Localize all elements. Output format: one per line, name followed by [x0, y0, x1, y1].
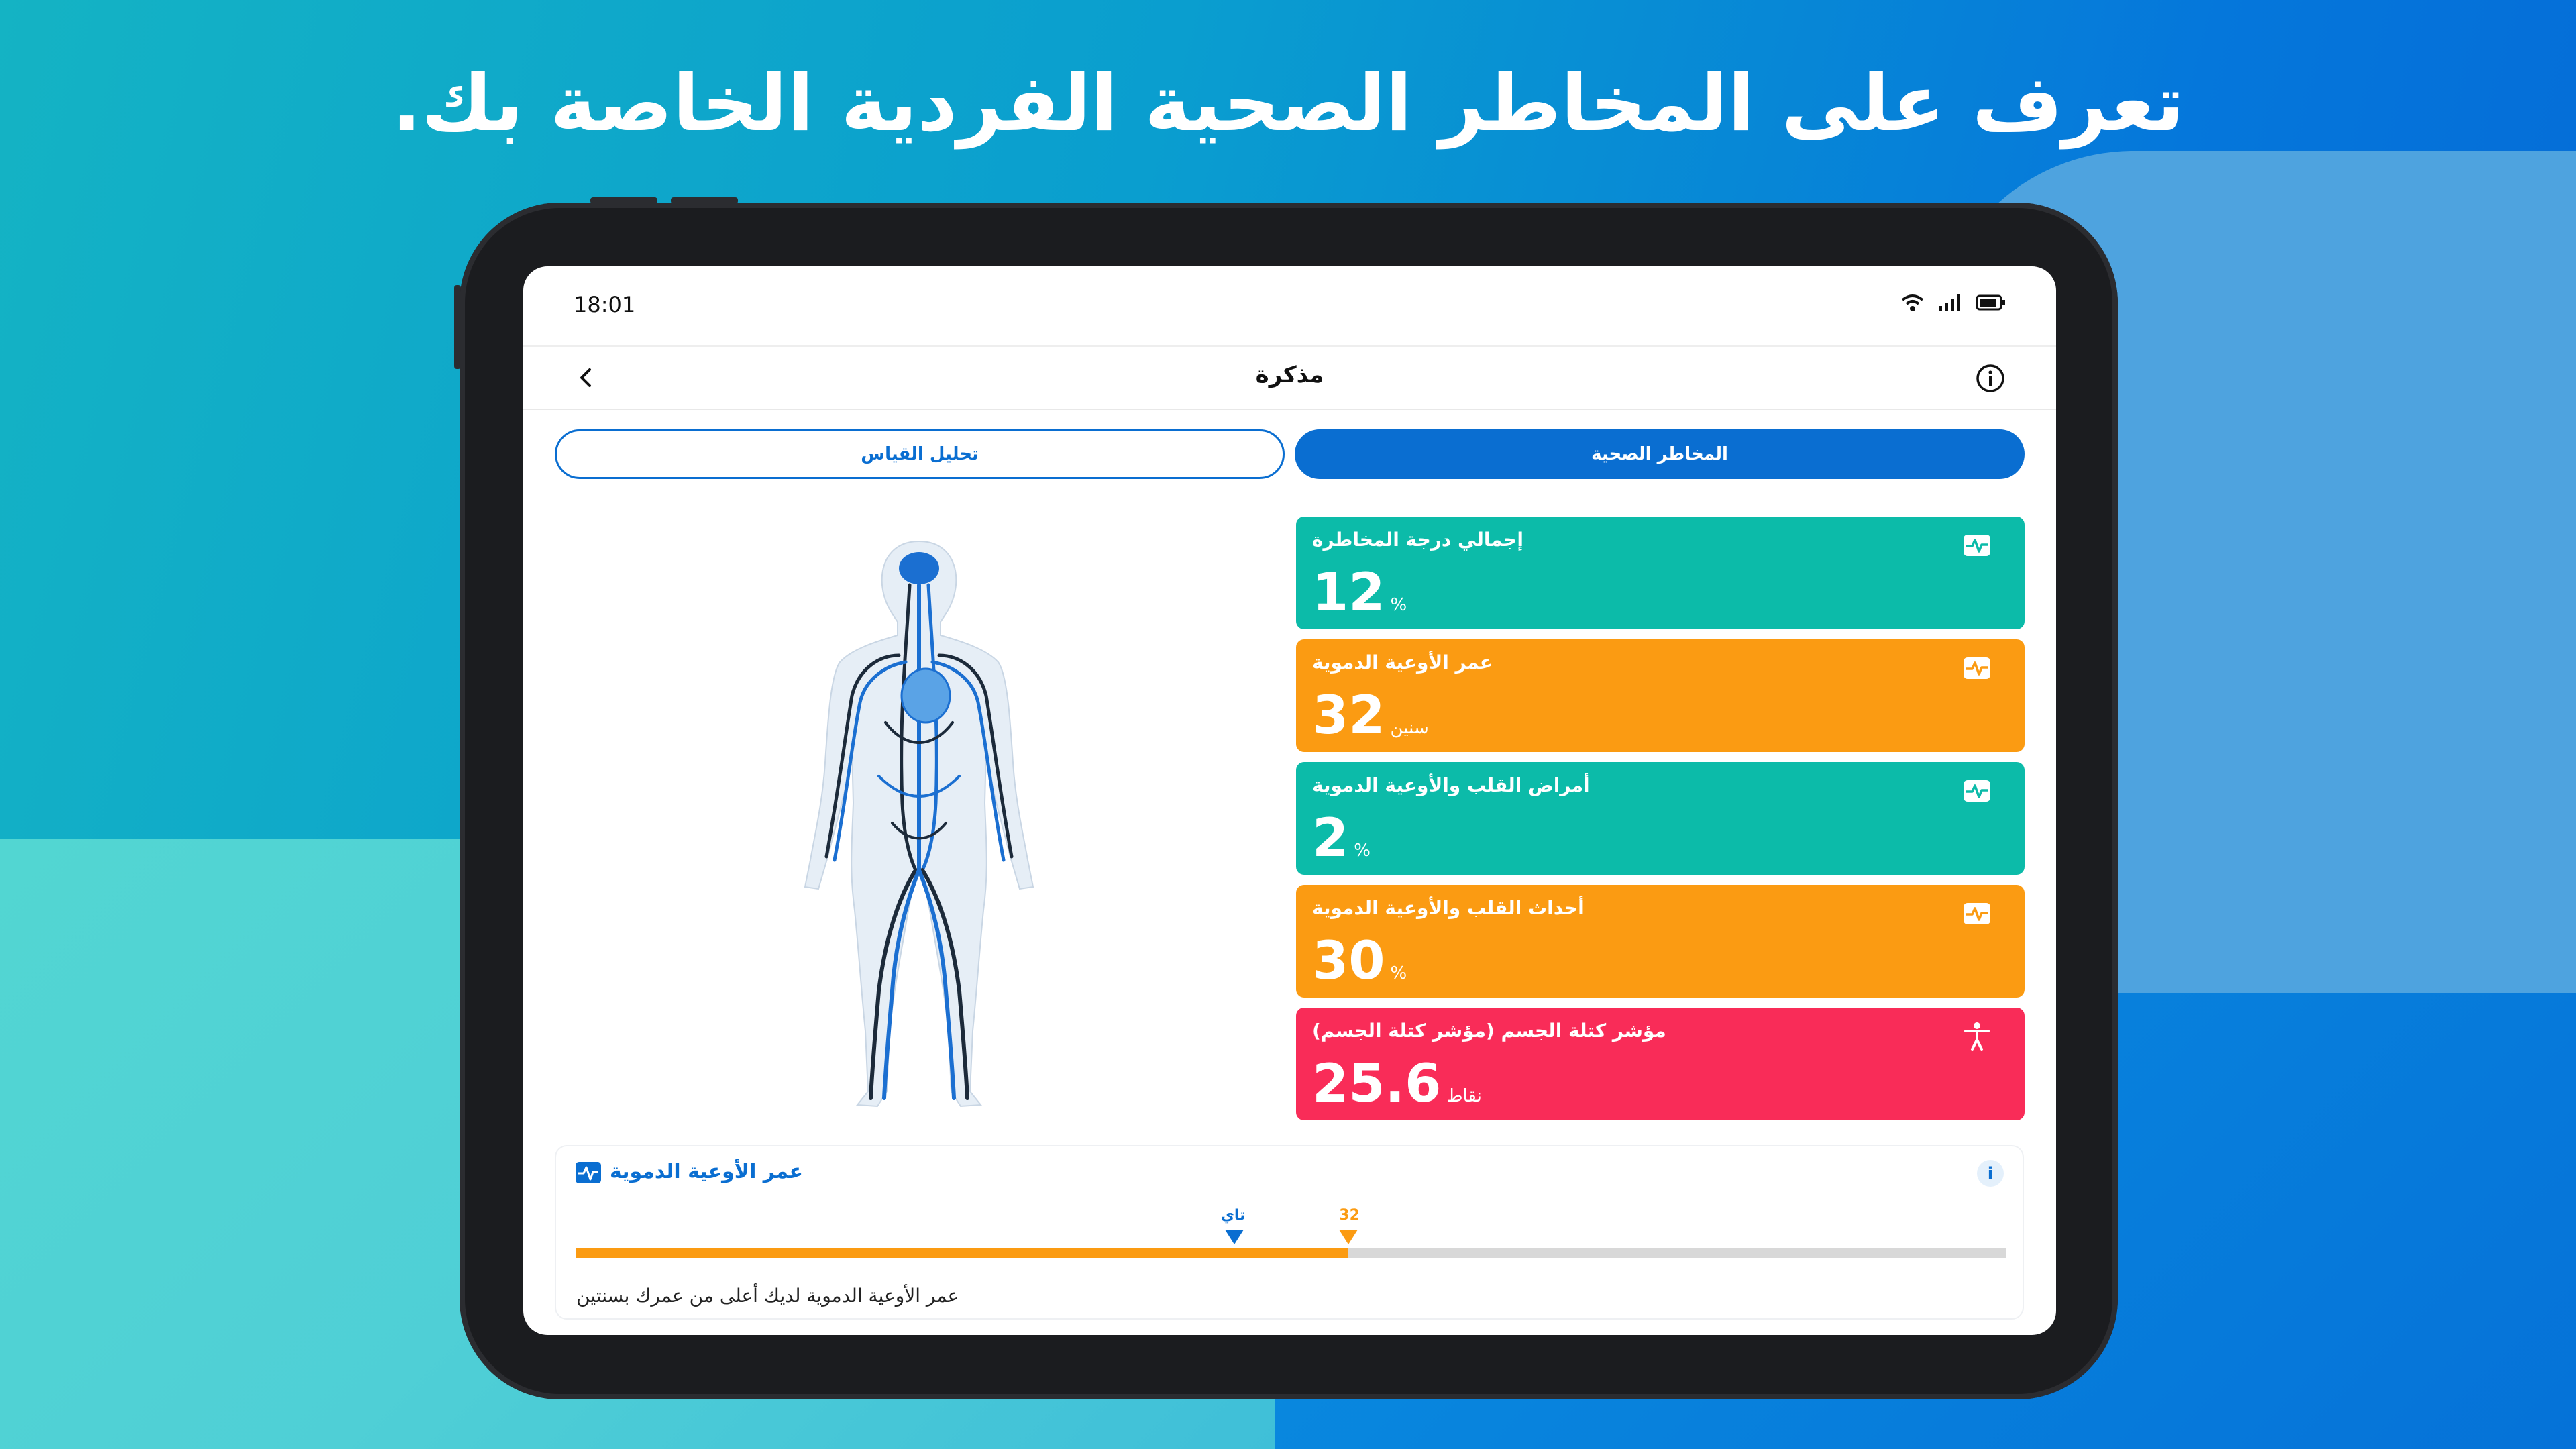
risk-card-total-score[interactable]: إجمالي درجة المخاطرة 12%: [1296, 517, 2025, 629]
status-time: 18:01: [574, 292, 636, 317]
card-title: أحداث القلب والأوعية الدموية: [1312, 897, 1585, 919]
card-title: إجمالي درجة المخاطرة: [1312, 529, 1523, 551]
card-unit: %: [1390, 595, 1407, 615]
tab-health-risks[interactable]: المخاطر الصحية: [1295, 429, 2025, 479]
heartbeat-icon: [1964, 657, 1990, 679]
card-value: 12%: [1312, 563, 1407, 623]
vascular-age-marker: [1339, 1230, 1358, 1244]
card-title: مؤشر كتلة الجسم (مؤشر كتلة الجسم): [1312, 1020, 1666, 1042]
marker-vascular-age-label: 32: [1339, 1207, 1360, 1224]
heartbeat-icon: [1964, 535, 1990, 556]
heartbeat-icon: [1964, 903, 1990, 924]
app-navbar: مذكرة: [523, 345, 2056, 410]
battery-icon: [1976, 294, 2005, 311]
wifi-icon: [1901, 294, 1924, 311]
person-icon: [1964, 1022, 1990, 1051]
card-title: عمر الأوعية الدموية: [1312, 651, 1493, 674]
card-value: 32 سنين: [1312, 686, 1429, 746]
back-chevron-icon[interactable]: [574, 364, 600, 391]
vascular-age-progress-track: [576, 1248, 2006, 1258]
card-value: 25.6 نقاط: [1312, 1054, 1482, 1114]
info-icon[interactable]: [1975, 363, 2006, 394]
detail-title: عمر الأوعية الدموية: [610, 1160, 804, 1183]
heartbeat-icon: [1964, 780, 1990, 802]
status-icons: [1901, 293, 2006, 312]
risk-card-cardiovascular-disease[interactable]: أمراض القلب والأوعية الدموية 2%: [1296, 762, 2025, 875]
vascular-body-illustration: [804, 540, 1034, 1108]
signal-icon: [1939, 294, 1960, 311]
risk-card-cardiovascular-events[interactable]: أحداث القلب والأوعية الدموية 30%: [1296, 885, 2025, 998]
tablet-power-button: [454, 285, 461, 369]
card-title: أمراض القلب والأوعية الدموية: [1312, 774, 1590, 796]
tab-measurement-analysis[interactable]: تحليل القياس: [555, 429, 1285, 479]
tablet-volume-button: [671, 197, 738, 204]
heartbeat-icon: [576, 1162, 601, 1183]
card-unit: سنين: [1390, 718, 1429, 738]
page-title: مذكرة: [1255, 362, 1324, 388]
card-value: 30%: [1312, 931, 1407, 991]
risk-card-vascular-age[interactable]: عمر الأوعية الدموية 32 سنين: [1296, 639, 2025, 752]
vascular-age-description: عمر الأوعية الدموية لديك أعلى من عمرك بس…: [576, 1285, 959, 1307]
card-value: 2%: [1312, 808, 1371, 869]
actual-age-marker: [1224, 1230, 1244, 1244]
card-unit: %: [1354, 841, 1371, 861]
vascular-age-detail-card: عمر الأوعية الدموية i تاي 32 عمر الأوعية…: [555, 1145, 2024, 1320]
status-bar: 18:01: [523, 266, 2056, 343]
card-unit: نقاط: [1446, 1086, 1482, 1106]
tablet-volume-button: [590, 197, 657, 204]
marketing-headline: تعرف على المخاطر الصحية الفردية الخاصة ب…: [392, 58, 2184, 149]
vascular-age-progress-fill: [576, 1248, 1349, 1258]
risk-card-bmi[interactable]: مؤشر كتلة الجسم (مؤشر كتلة الجسم) 25.6 نق…: [1296, 1008, 2025, 1120]
detail-info-button[interactable]: i: [1977, 1160, 2004, 1187]
marker-actual-age-label: تاي: [1220, 1207, 1246, 1224]
card-unit: %: [1390, 963, 1407, 983]
app-screen: 18:01 مذكرة: [523, 266, 2056, 1335]
